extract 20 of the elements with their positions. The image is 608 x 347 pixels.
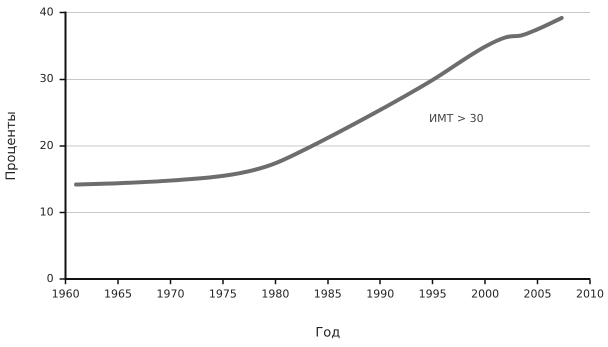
y-tick-label: 30 — [40, 72, 54, 86]
x-axis-title: Год — [315, 326, 340, 341]
x-tick-label: 2010 — [576, 288, 604, 301]
x-tick-label: 1975 — [208, 288, 237, 301]
x-tick-label: 2000 — [471, 288, 500, 301]
annotation: ИМТ > 30 — [428, 112, 484, 126]
y-tick-label: 0 — [46, 272, 54, 286]
x-tick-label: 1995 — [418, 288, 447, 301]
x-tick-label: 1980 — [261, 288, 290, 301]
line-series — [74, 16, 564, 187]
y-axis-title: Проценты — [4, 111, 20, 180]
x-tick-label: 1960 — [52, 288, 80, 301]
y-tick-label: 10 — [40, 205, 54, 218]
x-tick-label: 1990 — [366, 288, 394, 301]
x-tick-label: 2005 — [524, 288, 552, 301]
x-tick-label: 1965 — [104, 288, 132, 301]
y-tick-label: 40 — [40, 5, 54, 18]
y-tick-label: 20 — [40, 138, 54, 152]
x-tick-label: 1970 — [156, 288, 184, 301]
x-tick-label: 1985 — [314, 288, 342, 301]
